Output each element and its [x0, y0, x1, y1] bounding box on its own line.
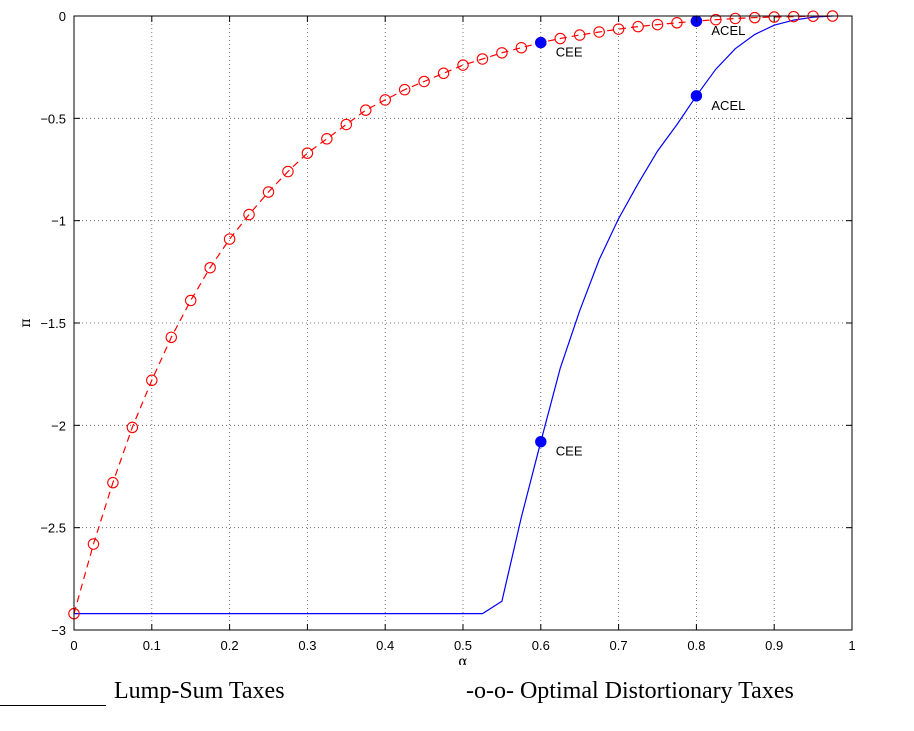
series-marker: [457, 59, 469, 71]
legend-lump-sum-line: [0, 705, 106, 706]
series-marker: [359, 104, 372, 116]
series-marker: [476, 53, 489, 65]
series-marker: [204, 261, 216, 274]
series-marker: [573, 29, 586, 41]
chart: CEE ACEL CEE ACEL 0 0.1 0.2 0.3 0.4 0.5 0.6 0.7 0.8…: [18, 9, 856, 665]
series-marker: [632, 20, 644, 33]
x-tick-label: 0.2: [221, 638, 239, 653]
series-layer: [68, 10, 839, 620]
series-marker: [87, 538, 100, 550]
y-tick-label: −1: [51, 214, 66, 229]
legend-lump-sum-label: Lump-Sum Taxes: [114, 678, 285, 704]
y-tick-label: −3: [51, 623, 66, 638]
x-tick-label: 0: [70, 638, 77, 653]
series-marker: [768, 11, 780, 23]
series-marker: [671, 17, 683, 29]
series-marker: [612, 23, 625, 35]
series-marker: [184, 294, 197, 307]
series-marker: [651, 18, 664, 31]
annotation-label: CEE: [556, 444, 583, 459]
series-marker: [223, 233, 236, 245]
series-marker: [418, 75, 430, 88]
grid: [74, 16, 852, 630]
series-marker: [282, 165, 294, 178]
series-marker: [496, 47, 508, 59]
series-marker: [107, 476, 119, 489]
series-marker: [554, 32, 566, 45]
x-tick-label: 0.1: [143, 638, 161, 653]
series-line: [73, 15, 833, 614]
annotation-point: [690, 90, 703, 102]
series-marker: [340, 118, 353, 131]
series-marker: [243, 208, 255, 221]
x-tick-label: 0.8: [687, 638, 705, 653]
series-marker: [301, 147, 314, 159]
y-tick-label: −2: [51, 418, 66, 433]
x-tick-label: 0.3: [298, 638, 316, 653]
annotation-label: ACEL: [711, 98, 745, 113]
y-tick-label: 0: [59, 9, 66, 24]
annotation-label: ACEL: [711, 23, 745, 38]
x-tick-label: 0.7: [610, 638, 628, 653]
x-tick-label: 0.6: [532, 638, 550, 653]
series-marker: [729, 12, 742, 25]
annotation-label: CEE: [556, 45, 583, 60]
y-tick-label: −2.5: [40, 521, 66, 536]
series-marker: [379, 94, 391, 106]
series-marker: [165, 331, 178, 344]
series-marker: [146, 374, 158, 387]
y-axis-label: π: [18, 318, 34, 327]
annotation-point: [535, 36, 547, 49]
legend-lump-sum: Lump-Sum Taxes: [0, 672, 400, 712]
series-marker: [787, 10, 800, 23]
ticks: 0 0.1 0.2 0.3 0.4 0.5 0.6 0.7 0.8 0.9 1 0 −0.5 −1 −1.5…: [40, 9, 855, 653]
y-tick-label: −1.5: [40, 316, 66, 331]
annotation-layer: CEE ACEL CEE ACEL: [535, 15, 745, 459]
annotation-point: [535, 436, 547, 448]
x-tick-label: 0.4: [376, 638, 394, 653]
x-tick-label: 0.5: [454, 638, 472, 653]
series-marker: [262, 186, 275, 198]
legend-distortionary-label: -o-o- Optimal Distortionary Taxes: [466, 678, 794, 704]
series-marker: [321, 133, 333, 145]
x-tick-label: 0.9: [765, 638, 783, 653]
series-line: [74, 15, 833, 615]
x-axis-label: α: [458, 654, 468, 665]
series-marker: [515, 41, 528, 54]
series-marker: [748, 11, 761, 24]
series-marker: [710, 13, 722, 26]
series-marker: [593, 26, 605, 38]
series-marker: [398, 83, 411, 96]
x-tick-label: 1: [848, 638, 855, 653]
y-tick-label: −0.5: [40, 111, 66, 126]
series-marker: [126, 421, 139, 434]
series-marker: [437, 67, 450, 80]
